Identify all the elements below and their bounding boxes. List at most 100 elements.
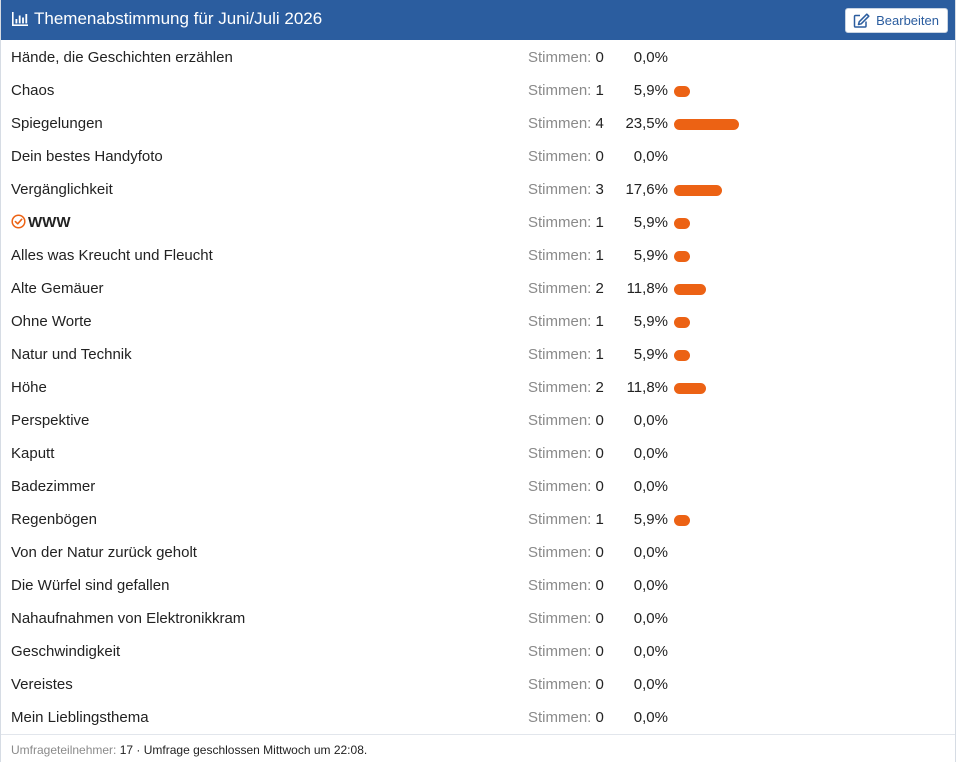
poll-option-text: Alte Gemäuer [11,280,104,297]
poll-title: Themenabstimmung für Juni/Juli 2026 [34,9,323,28]
poll-option-text: WWW [28,214,71,231]
bar-chart-icon [12,12,28,26]
votes-label: Stimmen: [528,181,592,198]
votes-label: Stimmen: [528,82,592,99]
poll-option-label: Geschwindigkeit [11,635,120,668]
vote-percent: 5,9% [633,511,668,528]
poll-option-row: Perspektive Stimmen: 0 0,0% [1,404,955,437]
votes-label: Stimmen: [528,643,592,660]
vote-percent: 5,9% [633,313,668,330]
poll-option-text: Kaputt [11,445,55,462]
vote-count: Stimmen: 0 [528,701,604,734]
poll-option-label: Nahaufnahmen von Elektronikkram [11,602,245,635]
vote-count: Stimmen: 0 [528,470,604,503]
vote-share-bar [674,515,690,526]
poll-option-row: Höhe Stimmen: 2 11,8% [1,371,955,404]
poll-option-label: Hände, die Geschichten erzählen [11,41,233,74]
vote-percent: 0,0% [633,478,668,495]
poll-option-text: Nahaufnahmen von Elektronikkram [11,610,246,627]
vote-percent: 5,9% [633,82,668,99]
votes-label: Stimmen: [528,544,592,561]
votes-label: Stimmen: [528,709,592,726]
poll-option-text: Regenbögen [11,511,97,528]
vote-count: Stimmen: 0 [528,536,604,569]
poll-option-row: Natur und Technik Stimmen: 1 5,9% [1,338,955,371]
vote-percent: 0,0% [633,577,668,594]
vote-percent: 0,0% [633,709,668,726]
votes-number: 0 [595,544,604,561]
poll-option-text: Chaos [11,82,55,99]
votes-number: 0 [595,577,604,594]
poll-option-label: Alles was Kreucht und Fleucht [11,239,213,272]
poll-option-label: WWW [11,206,70,239]
votes-label: Stimmen: [528,379,592,396]
votes-number: 0 [595,478,604,495]
votes-number: 1 [595,313,604,330]
vote-count: Stimmen: 0 [528,404,604,437]
poll-option-label: Chaos [11,74,54,107]
poll-option-text: Spiegelungen [11,115,103,132]
vote-share-bar [674,251,690,262]
poll-option-row: Mein Lieblingsthema Stimmen: 0 0,0% [1,701,955,734]
votes-label: Stimmen: [528,247,592,264]
poll-option-row: Vereistes Stimmen: 0 0,0% [1,668,955,701]
poll-option-label: Spiegelungen [11,107,103,140]
edit-button-label: Bearbeiten [876,13,939,28]
vote-percent: 0,0% [633,544,668,561]
poll-option-text: Natur und Technik [11,346,132,363]
vote-share-bar [674,350,690,361]
votes-number: 2 [595,379,604,396]
poll-option-row: Spiegelungen Stimmen: 4 23,5% [1,107,955,140]
vote-count: Stimmen: 1 [528,239,604,272]
votes-label: Stimmen: [528,346,592,363]
votes-label: Stimmen: [528,445,592,462]
vote-share-bar [674,317,690,328]
votes-number: 0 [595,643,604,660]
vote-share-bar [674,86,690,97]
vote-count: Stimmen: 1 [528,206,604,239]
vote-share-bar [674,185,722,196]
votes-number: 1 [595,82,604,99]
vote-count: Stimmen: 0 [528,437,604,470]
vote-percent: 11,8% [626,280,668,297]
votes-label: Stimmen: [528,214,592,231]
vote-count: Stimmen: 0 [528,635,604,668]
poll-option-label: Vergänglichkeit [11,173,113,206]
vote-percent: 5,9% [633,346,668,363]
vote-percent: 0,0% [633,49,668,66]
poll-option-text: Vergänglichkeit [11,181,113,198]
poll-option-text: Dein bestes Handyfoto [11,148,163,165]
poll-option-text: Die Würfel sind gefallen [11,577,170,594]
poll-option-row: Alles was Kreucht und Fleucht Stimmen: 1 5… [1,239,955,272]
votes-number: 0 [595,49,604,66]
poll-option-text: Ohne Worte [11,313,92,330]
poll-results-list: Hände, die Geschichten erzählen Stimmen: … [1,41,955,734]
votes-number: 0 [595,676,604,693]
poll-option-label: Von der Natur zurück geholt [11,536,197,569]
vote-count: Stimmen: 1 [528,74,604,107]
poll-option-text: Alles was Kreucht und Fleucht [11,247,213,264]
votes-number: 3 [595,181,604,198]
votes-number: 1 [595,214,604,231]
edit-button[interactable]: Bearbeiten [845,8,948,33]
participants-label: Umfrageteilnehmer: [11,743,117,757]
poll-option-label: Dein bestes Handyfoto [11,140,163,173]
vote-percent: 5,9% [633,214,668,231]
votes-label: Stimmen: [528,49,592,66]
vote-percent: 17,6% [625,181,668,198]
poll-option-row: Alte Gemäuer Stimmen: 2 11,8% [1,272,955,305]
poll-option-label: Vereistes [11,668,73,701]
vote-percent: 0,0% [633,676,668,693]
vote-percent: 0,0% [633,412,668,429]
poll-option-row: Dein bestes Handyfoto Stimmen: 0 0,0% [1,140,955,173]
vote-share-bar [674,119,739,130]
poll-option-label: Natur und Technik [11,338,132,371]
vote-count: Stimmen: 3 [528,173,604,206]
votes-label: Stimmen: [528,115,592,132]
vote-count: Stimmen: 2 [528,371,604,404]
poll-option-label: Kaputt [11,437,54,470]
votes-number: 0 [595,148,604,165]
poll-option-row: Vergänglichkeit Stimmen: 3 17,6% [1,173,955,206]
poll-option-text: Höhe [11,379,47,396]
vote-percent: 0,0% [633,148,668,165]
